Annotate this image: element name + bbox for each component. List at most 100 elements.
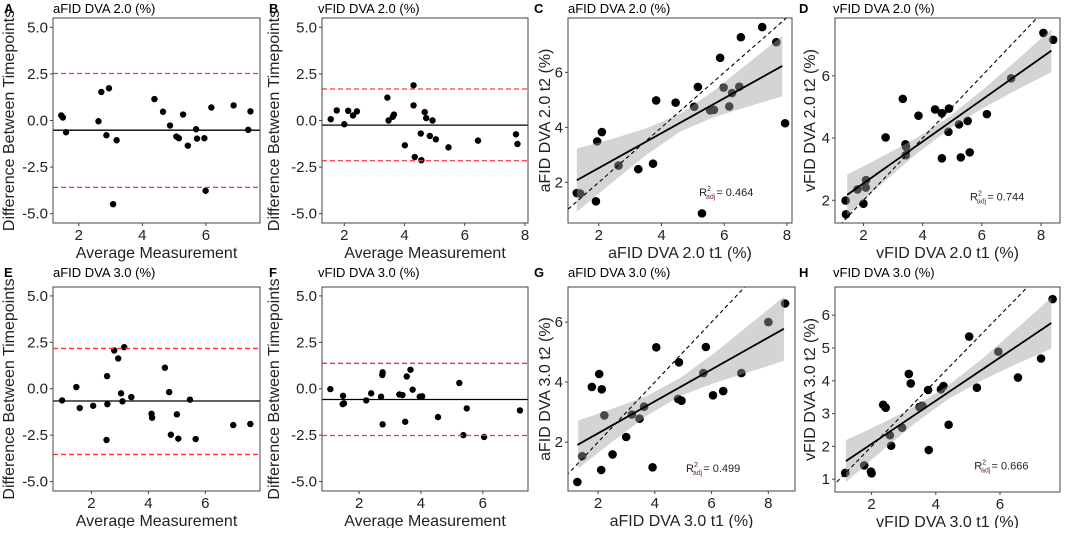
data-point — [151, 95, 158, 103]
confidence-band — [578, 296, 784, 469]
r2-subscript: adj — [977, 198, 987, 205]
data-point — [59, 114, 67, 121]
data-point — [956, 153, 966, 162]
panel-letter: F — [269, 265, 277, 280]
plot-area — [568, 18, 790, 218]
data-point — [230, 102, 237, 109]
data-point — [671, 98, 680, 107]
data-point — [429, 117, 436, 124]
x-tick-label: 4 — [918, 227, 926, 244]
data-point — [780, 299, 790, 308]
data-point — [230, 421, 237, 429]
y-tick-label: 2.5 — [27, 66, 48, 83]
data-point — [621, 432, 631, 442]
y-tick-label: -5.0 — [291, 474, 317, 491]
r2-symbol: R — [699, 187, 707, 199]
data-point — [701, 342, 711, 352]
data-point — [697, 209, 707, 218]
data-point — [764, 317, 773, 327]
data-point — [166, 122, 174, 129]
data-point — [208, 104, 215, 111]
x-tick-label: 6 — [996, 496, 1004, 513]
data-point — [724, 102, 734, 111]
regression-line — [845, 322, 1052, 462]
y-tick-label: 6 — [555, 64, 563, 81]
data-point — [186, 396, 194, 403]
plot-frame — [834, 286, 1061, 493]
x-tick-label: 4 — [400, 227, 408, 244]
data-point — [514, 140, 521, 148]
panel-letter: E — [4, 265, 13, 280]
data-point — [340, 400, 348, 407]
data-point — [592, 137, 602, 146]
data-point — [719, 83, 728, 92]
data-point — [861, 183, 871, 192]
data-point — [128, 393, 135, 401]
x-tick-label: 6 — [202, 227, 210, 244]
data-point — [648, 159, 658, 168]
r2-superscript: 2 — [707, 186, 711, 193]
data-point — [757, 22, 767, 32]
data-point — [965, 148, 975, 157]
plot-area — [53, 72, 260, 208]
data-point — [715, 53, 725, 63]
data-point — [772, 37, 781, 47]
data-point — [474, 137, 482, 144]
x-tick-label: 2 — [867, 496, 875, 513]
panel-letter: G — [534, 265, 544, 280]
x-tick-label: 4 — [651, 495, 659, 512]
data-point — [339, 392, 347, 399]
data-point — [914, 111, 923, 120]
r2-superscript: 2 — [694, 462, 698, 469]
x-axis-label: aFID DVA 2.0 t1 (%) — [608, 245, 752, 262]
y-axis-label: vFID DVA 2.0 t2 (%) — [802, 49, 819, 192]
r2-value: = 0.464 — [716, 187, 753, 199]
y-tick-label: -2.5 — [291, 427, 317, 444]
data-point — [463, 405, 470, 412]
data-point — [333, 107, 340, 114]
r2-superscript: 2 — [978, 190, 982, 197]
data-point — [113, 137, 120, 144]
data-point — [573, 477, 582, 487]
data-point — [677, 396, 686, 405]
data-point — [577, 451, 587, 461]
x-tick-label: 2 — [75, 227, 83, 244]
data-point — [115, 355, 122, 362]
y-tick-label: 4 — [822, 130, 830, 147]
r2-subscript: adj — [981, 467, 991, 474]
data-point — [841, 209, 851, 219]
r-squared-annotation: R2 adj= 0.464 — [699, 186, 753, 201]
data-point — [939, 381, 948, 391]
data-point — [480, 433, 488, 441]
data-point — [401, 142, 409, 149]
data-point — [859, 199, 868, 209]
r-squared-annotation: R2 adj= 0.666 — [974, 459, 1028, 474]
data-point — [410, 82, 417, 89]
data-point — [184, 142, 192, 149]
data-point — [651, 343, 661, 352]
data-point — [594, 369, 604, 379]
data-point — [923, 385, 933, 395]
data-point — [648, 463, 657, 472]
x-tick-label: 6 — [707, 495, 715, 512]
panel-title: aFID DVA 3.0 (%) — [53, 265, 155, 280]
data-point — [972, 383, 982, 392]
plot-frame — [52, 286, 261, 492]
panel-title: vFID DVA 3.0 (%) — [318, 265, 420, 280]
x-tick-label: 4 — [657, 227, 665, 244]
data-point — [944, 420, 953, 430]
data-point — [597, 385, 607, 394]
r2-subscript: adj — [706, 194, 716, 201]
data-point — [633, 164, 643, 174]
data-point — [445, 144, 452, 151]
panel-letter: C — [534, 1, 544, 16]
y-tick-label: 6 — [555, 314, 563, 331]
x-tick-label: 8 — [1037, 227, 1045, 244]
y-tick-label: 2.5 — [27, 334, 48, 351]
data-point — [901, 142, 911, 152]
data-point — [426, 132, 434, 140]
data-point — [689, 102, 699, 112]
data-point — [95, 118, 102, 125]
